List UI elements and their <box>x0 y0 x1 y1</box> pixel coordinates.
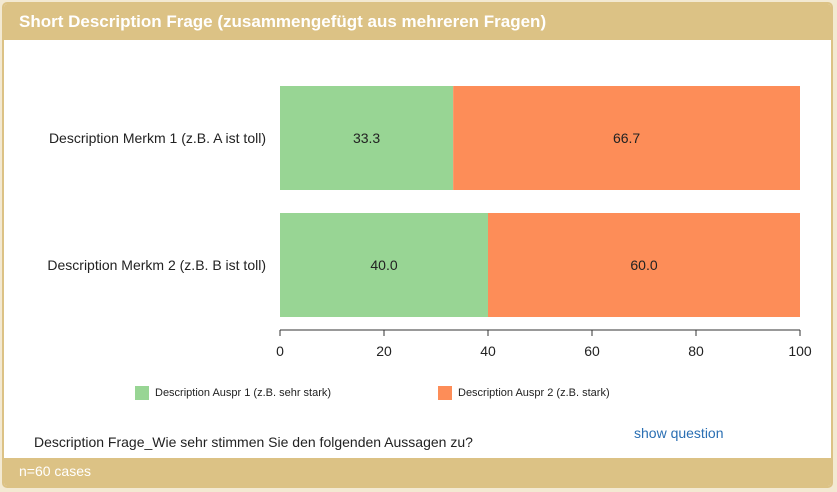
data-label-2-series-2: 60.0 <box>630 257 657 273</box>
bar-2-series-1 <box>280 213 488 317</box>
panel-header: Short Description Frage (zusammengefügt … <box>4 4 831 40</box>
legend-item-series-1: Description Auspr 1 (z.B. sehr stark) <box>135 386 331 400</box>
data-label-1-series-2: 66.7 <box>613 130 640 146</box>
stacked-bar-chart: Description Merkm 1 (z.B. A ist toll) 33.… <box>47 86 812 359</box>
legend-swatch-series-1 <box>135 386 149 400</box>
legend-swatch-series-2 <box>438 386 452 400</box>
bar-1-series-1 <box>280 86 454 190</box>
data-label-1-series-1: 33.3 <box>353 130 380 146</box>
legend-label-series-1: Description Auspr 1 (z.B. sehr stark) <box>155 387 332 399</box>
question-text: Description Frage_Wie sehr stimmen Sie d… <box>34 434 473 450</box>
bar-1-series-2 <box>453 86 800 190</box>
x-tick-label-2: 40 <box>480 343 496 359</box>
legend-item-series-2: Description Auspr 2 (z.B. stark) <box>438 386 610 400</box>
x-tick-label-1: 20 <box>376 343 392 359</box>
panel-footer: n=60 cases <box>4 458 831 486</box>
bar-2-series-2 <box>488 213 800 317</box>
show-question-link[interactable]: show question <box>634 425 724 441</box>
x-tick-label-4: 80 <box>688 343 704 359</box>
x-tick-label-0: 0 <box>276 343 284 359</box>
x-tick-label-3: 60 <box>584 343 600 359</box>
category-label-2: Description Merkm 2 (z.B. B ist toll) <box>47 257 266 273</box>
case-count: n=60 cases <box>19 463 91 479</box>
x-tick-label-5: 100 <box>788 343 812 359</box>
data-label-2-series-1: 40.0 <box>370 257 397 273</box>
legend-label-series-2: Description Auspr 2 (z.B. stark) <box>458 387 610 399</box>
panel-title: Short Description Frage (zusammengefügt … <box>19 12 547 31</box>
category-label-1: Description Merkm 1 (z.B. A ist toll) <box>49 130 266 146</box>
